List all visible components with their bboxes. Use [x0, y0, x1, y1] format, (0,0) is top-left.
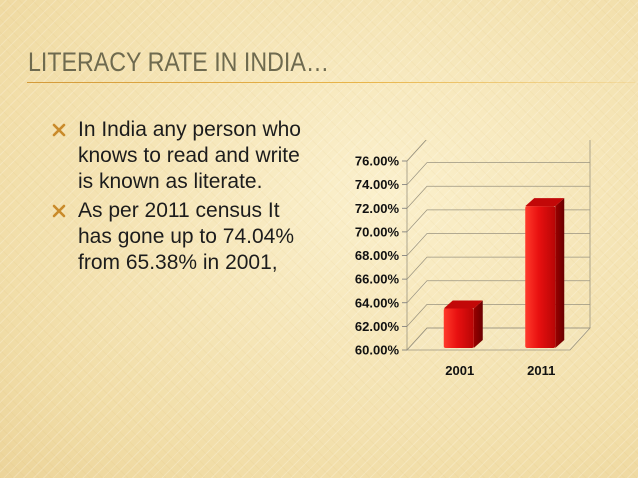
bar-top [525, 198, 565, 207]
x-mark-icon [52, 204, 66, 218]
y-tick-label: 64.00% [355, 295, 400, 310]
y-tick-label: 72.00% [355, 201, 400, 216]
gridline [406, 140, 427, 162]
y-tick-label: 68.00% [355, 248, 400, 263]
x-tick-label: 2011 [527, 363, 555, 378]
x-axis-labels: 2001 2011 [445, 363, 555, 378]
y-tick-label: 76.00% [355, 154, 400, 169]
bullet-item: As per 2011 census It has gone up to 74.… [52, 198, 302, 276]
y-tick-label: 66.00% [355, 272, 400, 287]
x-tick-label: 2001 [445, 363, 474, 378]
bar-side [555, 198, 565, 348]
bar [443, 300, 483, 348]
gridline [406, 185, 590, 209]
y-tick-label: 70.00% [355, 224, 400, 239]
y-tick-label: 62.00% [355, 319, 400, 334]
bullet-item: In India any person who knows to read an… [52, 117, 302, 195]
bar-front [443, 308, 474, 348]
bullet-text: As per 2011 census It has gone up to 74.… [78, 199, 295, 274]
bar-front [525, 206, 556, 348]
y-tick-label: 60.00% [355, 343, 400, 358]
bar [525, 198, 565, 348]
bars [443, 198, 565, 348]
bar-side [473, 300, 483, 348]
y-axis-labels: 60.00% 62.00% 64.00% 66.00% 68.00% 70.00% 72.0… [355, 154, 400, 358]
wall-outline [406, 140, 591, 350]
x-mark-icon [52, 123, 66, 137]
y-tick-label: 74.00% [355, 177, 400, 192]
bullet-list: In India any person who knows to read an… [52, 117, 302, 276]
slide-title: LITERACY RATE IN INDIA… [28, 47, 330, 77]
title-underline [27, 82, 635, 83]
literacy-bar-chart: 60.00% 62.00% 64.00% 66.00% 68.00% 70.00% 72.0… [355, 140, 591, 378]
bullet-text: In India any person who knows to read an… [78, 118, 301, 193]
gridline [406, 162, 590, 185]
bar-top [443, 300, 483, 309]
